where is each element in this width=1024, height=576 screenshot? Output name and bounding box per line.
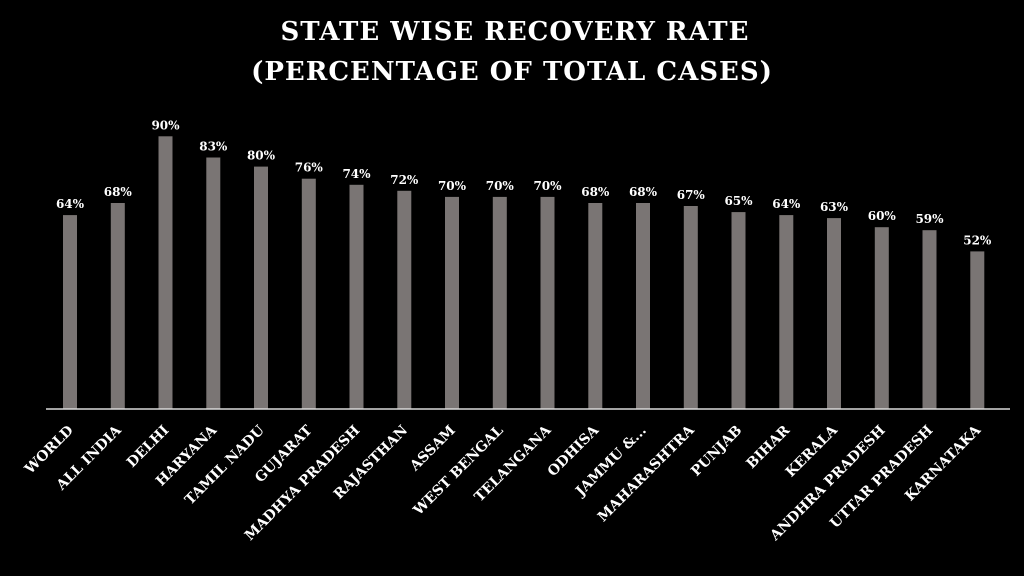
chart-title-line-2: (PERCENTAGE OF TOTAL CASES) <box>251 57 773 87</box>
bar-value-label: 70% <box>438 179 467 193</box>
bar <box>540 196 555 409</box>
bar <box>492 196 507 409</box>
bar <box>779 215 794 409</box>
bar <box>63 215 77 409</box>
bar-value-label: 65% <box>724 194 753 208</box>
chart-title-line-1: STATE WISE RECOVERY RATE <box>281 17 750 47</box>
bar-value-label: 83% <box>199 140 228 154</box>
bar <box>827 218 841 409</box>
bar <box>636 203 650 409</box>
bar-value-label: 64% <box>56 197 85 211</box>
bar <box>254 166 268 409</box>
bar <box>970 251 985 409</box>
bar-value-label: 70% <box>486 179 515 193</box>
bar-value-label: 72% <box>390 173 419 187</box>
bar <box>349 184 364 409</box>
data-labels: 64% 68% 90% 83% 80% 76% 74% 72% 70% 70% 70% 68% 68% 6… <box>56 118 992 247</box>
bar-value-label: 68% <box>629 185 658 199</box>
bar-value-label: 76% <box>295 161 324 175</box>
bar <box>158 136 173 410</box>
bar-series <box>63 136 985 410</box>
bar-value-label: 60% <box>868 209 897 223</box>
bar <box>110 203 125 409</box>
bar <box>397 190 412 409</box>
bar-value-label: 80% <box>247 149 276 163</box>
bar-value-label: 74% <box>342 167 371 181</box>
bar <box>731 212 746 409</box>
bar <box>445 196 459 409</box>
bar-value-label: 59% <box>915 212 944 226</box>
bar-value-label: 68% <box>104 185 133 199</box>
bar <box>922 230 937 409</box>
bar <box>588 203 603 409</box>
bar-value-label: 64% <box>772 197 801 211</box>
bar-value-label: 63% <box>820 200 849 214</box>
bar <box>301 178 316 409</box>
bar <box>206 157 221 409</box>
bar <box>683 206 698 409</box>
bar-value-label: 70% <box>533 179 562 193</box>
bar-value-label: 90% <box>151 118 180 132</box>
bar-value-label: 68% <box>581 185 610 199</box>
bar-value-label: 52% <box>963 233 992 247</box>
bar <box>874 227 889 409</box>
bar-value-label: 67% <box>677 188 706 202</box>
